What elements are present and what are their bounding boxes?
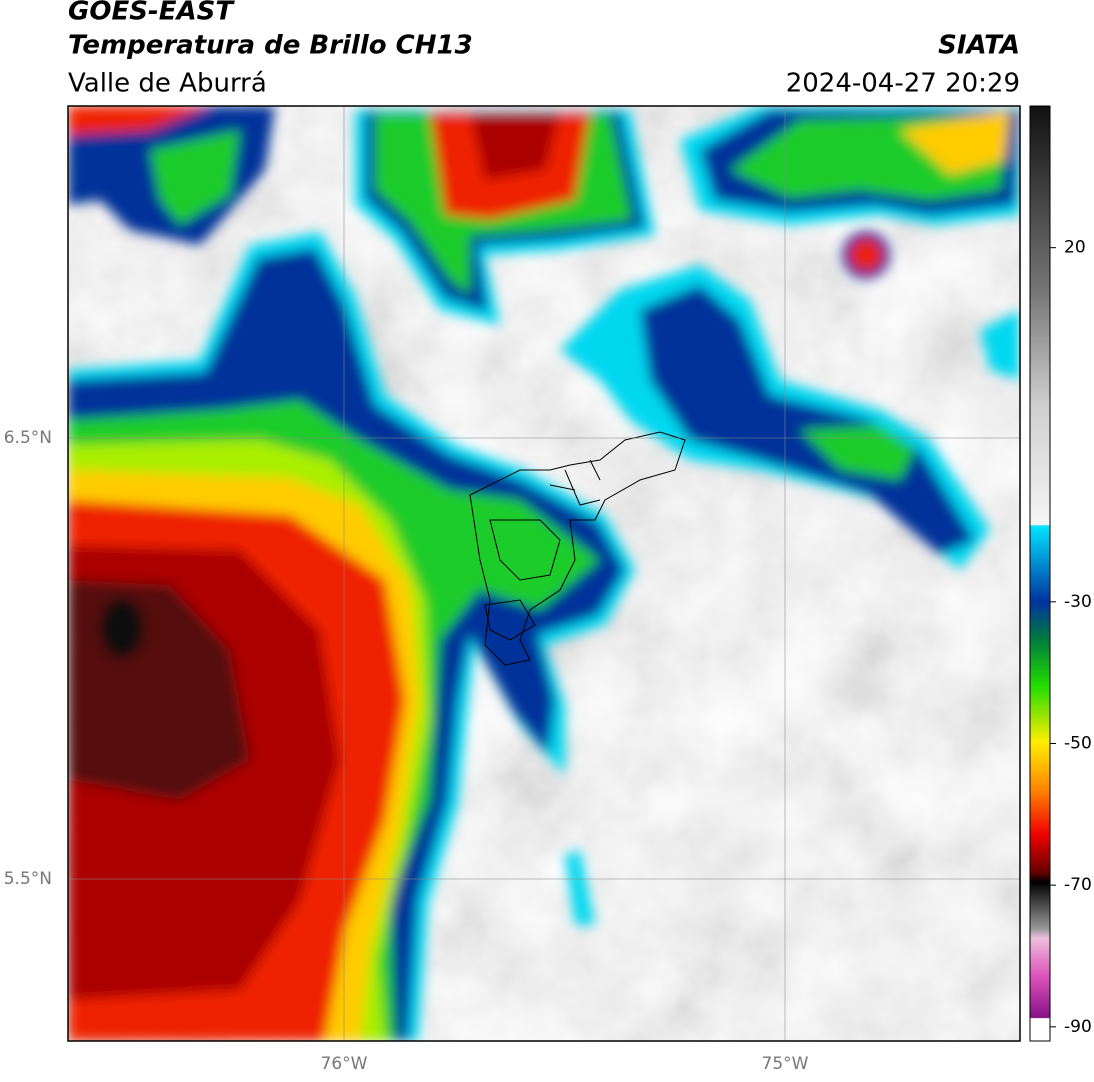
map-frame bbox=[67, 105, 1021, 1042]
colorbar-tick-label: -90 bbox=[1064, 1017, 1092, 1037]
colorbar-tick-label: 20 bbox=[1064, 238, 1086, 258]
title: GOES-EAST bbox=[68, 0, 235, 27]
region: Valle de Aburrá bbox=[68, 69, 267, 99]
colorbar-tick-label: -30 bbox=[1064, 592, 1092, 612]
colorbar-tick-label: -50 bbox=[1064, 734, 1092, 754]
lat-label: 6.5°N bbox=[4, 428, 52, 448]
source: SIATA bbox=[938, 31, 1020, 61]
map-field bbox=[68, 106, 1020, 1041]
lat-label: 5.5°N bbox=[4, 869, 52, 889]
graticule bbox=[68, 106, 1020, 1041]
lon-label: 76°W bbox=[321, 1054, 368, 1074]
colorbar bbox=[1029, 105, 1051, 1042]
municipal-boundaries bbox=[469, 431, 686, 666]
subtitle: Temperatura de Brillo CH13 bbox=[68, 31, 473, 61]
lon-label: 75°W bbox=[762, 1054, 809, 1074]
colorbar-tick-label: -70 bbox=[1064, 875, 1092, 895]
timestamp: 2024-04-27 20:29 bbox=[786, 69, 1020, 99]
